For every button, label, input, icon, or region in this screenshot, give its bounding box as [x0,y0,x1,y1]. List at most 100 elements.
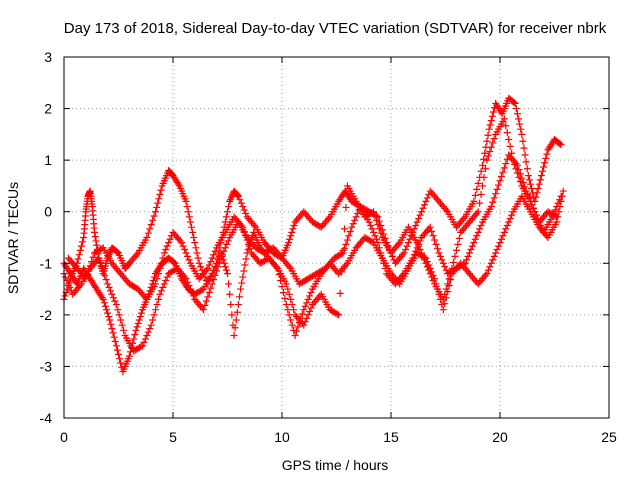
y-tick-label: 1 [44,152,52,168]
data-point-track-d [288,301,296,309]
data-point-track-a [470,197,478,205]
data-point-track-d [490,135,498,143]
data-point-track-a [250,221,258,229]
data-point-track-a [193,249,201,257]
data-point-track-b [484,266,492,274]
data-point-track-d [483,156,491,164]
data-point-track-a [519,137,527,145]
data-point-track-c [117,316,125,324]
data-point-track-d [477,191,485,199]
data-point-track-c [141,335,149,343]
data-point-track-a [144,229,152,237]
data-point-track-a [154,199,162,207]
data-point-track-a [153,203,161,211]
data-point-track-c [137,343,145,351]
y-tick-label: -1 [40,255,53,271]
data-point-track-c [205,289,213,297]
data-point-track-b [293,327,301,335]
data-point-track-d [82,275,90,283]
data-point-track-a [487,117,495,125]
data-point-track-d [486,148,494,156]
data-point-track-a [536,176,544,184]
data-points [60,94,567,376]
data-point-track-a [188,223,196,231]
data-point-track-a [542,154,550,162]
data-point-track-a [523,165,531,173]
data-point-track-a [192,244,200,252]
data-point-track-c [399,271,407,279]
data-point-track-a [285,239,293,247]
data-point-track-d [181,246,189,254]
data-point-track-c [99,267,107,275]
data-point-track-b [235,293,243,301]
data-point-track-d [165,239,173,247]
data-point-track-a [194,254,202,262]
data-point-track-a [147,221,155,229]
data-point-track-b [278,282,286,290]
data-point-track-c [367,221,375,229]
data-point-track-c [185,282,193,290]
data-point-track-d [516,178,524,186]
data-point-track-a [157,186,165,194]
data-point-track-a [512,105,520,113]
data-point-track-b [241,261,249,269]
data-point-track-a [399,251,407,259]
data-point-track-d [157,259,165,267]
data-point-track-c [343,236,351,244]
data-point-track-c [115,311,123,319]
data-point-track-c [221,244,229,252]
data-point-track-c [439,259,447,267]
data-point-track-d [245,240,253,248]
data-point-track-a [535,180,543,188]
data-point-track-d [300,321,308,329]
data-point-track-a [233,191,241,199]
data-point-track-a [146,225,154,233]
data-point-track-a [61,292,69,300]
data-point-track-c [497,172,505,180]
data-point-track-a [406,235,414,243]
data-point-track-b [107,320,115,328]
data-point-track-d [489,139,497,147]
data-point-track-a [403,242,411,250]
data-point-track-d [207,258,215,266]
data-point-track-d [210,251,218,259]
data-point-track-c [464,252,472,260]
data-point-track-c [377,249,385,257]
data-point-track-d [444,280,452,288]
data-point-track-c [216,258,224,266]
data-point-track-b [307,289,315,297]
data-point-track-b [495,242,503,250]
data-point-track-a [517,125,525,133]
data-point-track-a [539,167,547,175]
data-point-track-c [104,280,112,288]
data-point-track-d [505,136,513,144]
data-point-track-c [108,290,116,298]
data-point-track-a [75,251,83,259]
data-point-track-b [499,232,507,240]
data-point-track-d [418,249,426,257]
data-point-track-b [487,259,495,267]
data-point-track-b [441,300,449,308]
data-point-track-d [416,246,424,254]
data-point-track-a [91,228,99,236]
data-point-track-a [143,234,151,241]
data-point-track-b [106,316,114,324]
data-point-track-d [239,223,247,231]
data-point-track-c [473,232,481,240]
data-point-track-a [236,196,244,204]
data-point-track-c [352,213,360,221]
data-point-track-c [188,289,196,297]
data-point-track-b [281,295,289,303]
data-point-track-a [289,225,297,233]
data-point-track-d [442,285,450,293]
data-point-track-c [554,199,562,207]
data-point-track-b [226,290,234,298]
data-point-track-d [159,254,167,262]
data-point-track-c [181,273,189,281]
data-point-track-c [380,259,388,267]
data-point-track-c [96,258,104,266]
data-point-track-d [426,270,434,278]
data-point-track-d [429,276,437,284]
data-point-track-a [489,108,497,116]
data-point-track-b [234,301,242,309]
